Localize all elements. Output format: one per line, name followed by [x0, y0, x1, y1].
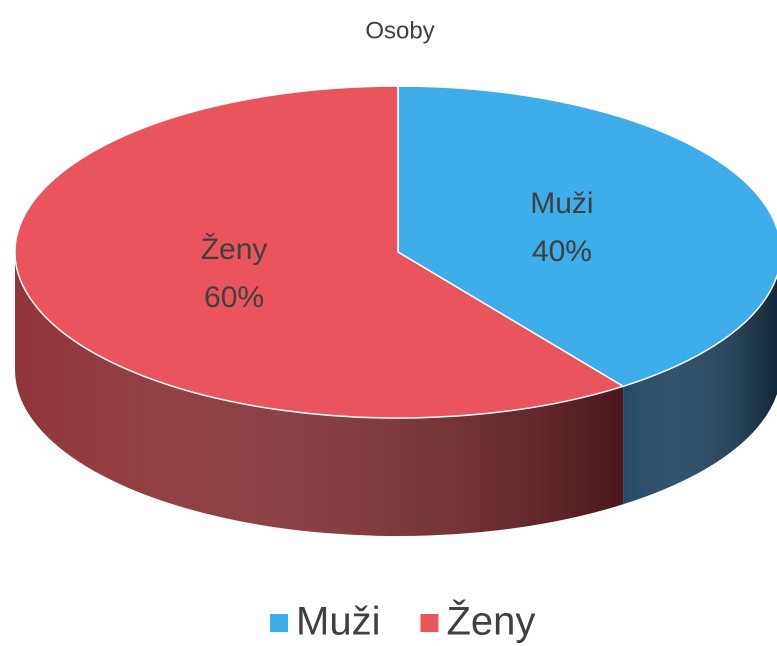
legend-label: Ženy — [446, 599, 535, 644]
data-label-value: 40% — [532, 235, 592, 268]
slice — [397, 85, 777, 388]
legend-swatch — [270, 614, 288, 632]
slice-side-shade — [623, 275, 777, 505]
data-label-name: Ženy — [201, 233, 268, 266]
legend-label: Muži — [296, 600, 380, 644]
data-label-value: 60% — [204, 281, 264, 314]
data-label-name: Muži — [530, 187, 593, 220]
chart-title: Osoby — [365, 17, 434, 44]
legend-swatch — [420, 614, 439, 632]
slice-side-shade — [15, 252, 624, 536]
slice — [14, 85, 625, 419]
